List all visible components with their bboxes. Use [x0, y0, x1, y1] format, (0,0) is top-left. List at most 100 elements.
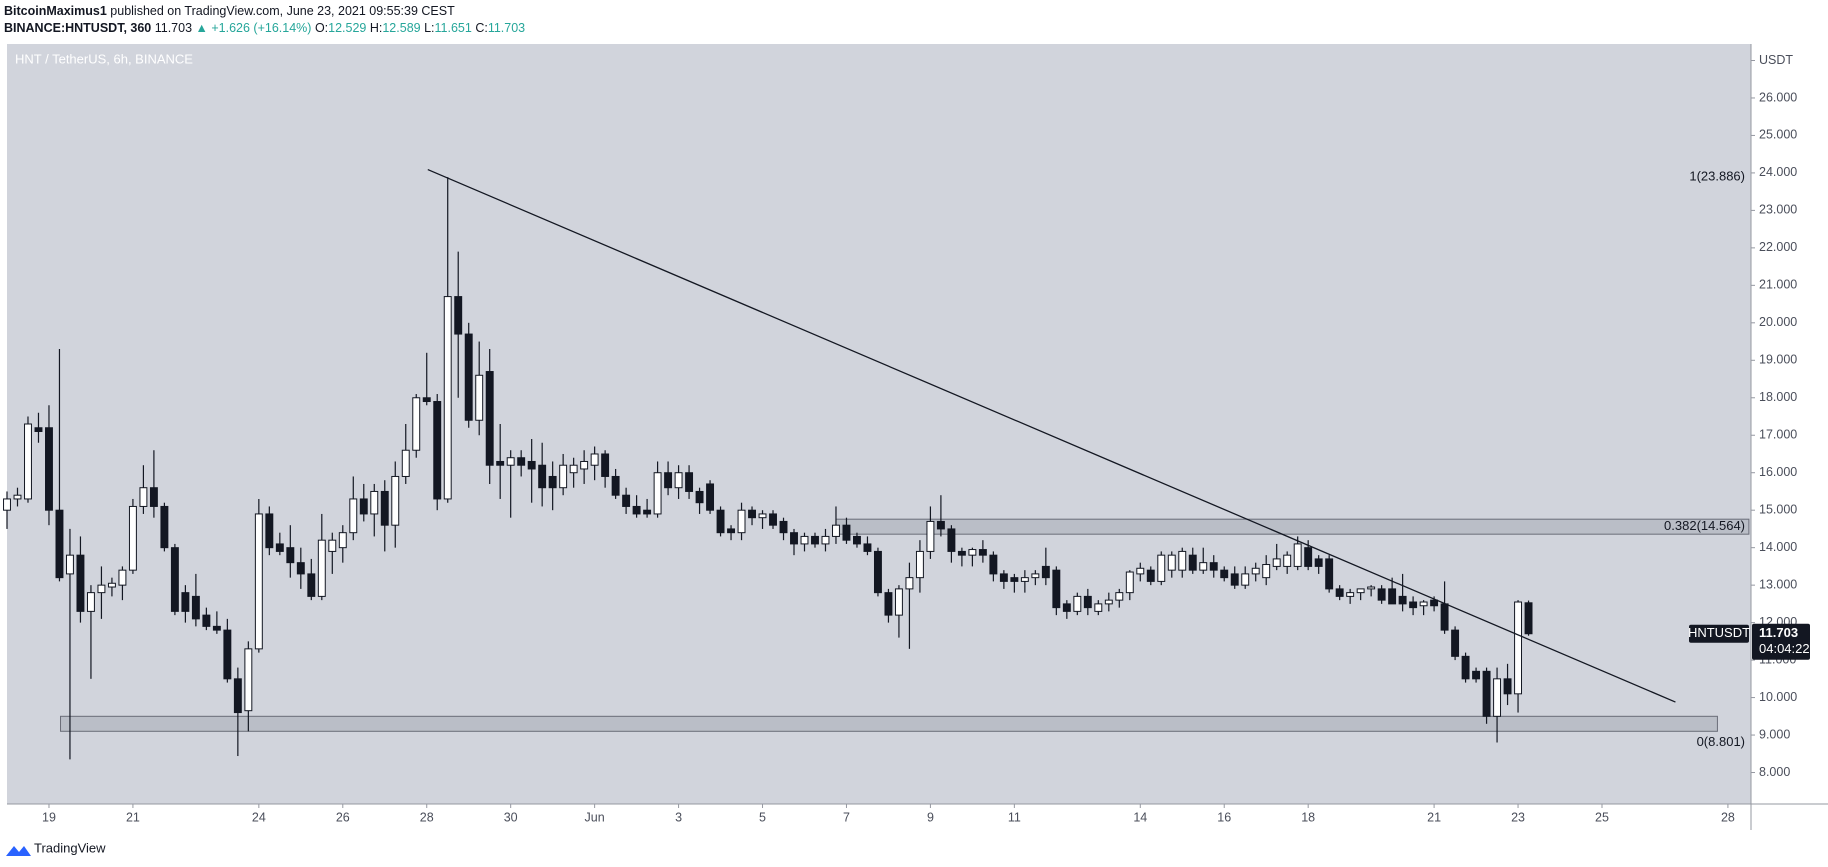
- candle-body: [779, 520, 788, 534]
- candle-body: [989, 554, 998, 575]
- h-value: 12.589: [382, 21, 420, 35]
- header-line-2: BINANCE:HNTUSDT, 360 11.703 ▲ +1.626 (+1…: [4, 21, 525, 35]
- candle-body: [475, 374, 484, 421]
- candle-body: [1178, 550, 1187, 571]
- candle-body: [894, 588, 903, 616]
- candle-body: [296, 562, 305, 575]
- candle-body: [1293, 543, 1302, 567]
- candle-body: [1094, 603, 1103, 612]
- candle-body: [1104, 599, 1113, 605]
- candle-body: [149, 487, 158, 507]
- candle-body: [999, 573, 1008, 582]
- candle-body: [559, 464, 568, 489]
- candle-body: [1419, 601, 1428, 607]
- candle-body: [1451, 629, 1460, 657]
- candle-body: [380, 490, 389, 526]
- candle-body: [454, 296, 463, 335]
- x-tick-label: 5: [759, 810, 766, 824]
- candle-body: [118, 569, 127, 586]
- c-value: 11.703: [488, 21, 525, 35]
- candle-body: [191, 595, 200, 620]
- candle-body: [1503, 678, 1512, 695]
- candle-body: [873, 550, 882, 594]
- candle-body: [601, 453, 610, 477]
- candle-body: [769, 513, 777, 526]
- candle-body: [443, 296, 452, 500]
- candle-body: [412, 397, 421, 451]
- candle-body: [1440, 603, 1449, 631]
- l-value: 11.651: [435, 21, 472, 35]
- y-tick-label: 24.000: [1759, 165, 1797, 179]
- candle-body: [811, 535, 819, 545]
- candle-body: [1146, 569, 1155, 582]
- candle-body: [1482, 670, 1491, 717]
- y-tick-label: 15.000: [1759, 502, 1797, 516]
- y-tick-label: 9.000: [1759, 727, 1790, 741]
- x-tick-label: 25: [1595, 810, 1609, 824]
- y-tick-label: 21.000: [1759, 278, 1797, 292]
- x-tick-label: 3: [675, 810, 682, 824]
- candle-body: [1167, 554, 1176, 571]
- candle-body: [706, 483, 715, 511]
- logo-icon[interactable]: [6, 846, 31, 856]
- y-tick-label: 18.000: [1759, 390, 1797, 404]
- candle-body: [1514, 601, 1523, 695]
- candle-body: [1020, 577, 1029, 582]
- candle-body: [139, 487, 148, 507]
- trendline: [427, 168, 1676, 703]
- candle-body: [223, 629, 232, 680]
- brand[interactable]: TradingView: [34, 840, 106, 855]
- y-tick-label: 10.000: [1759, 690, 1797, 704]
- x-tick-label: 7: [843, 810, 850, 824]
- y-tick-label: 13.000: [1759, 577, 1797, 591]
- candle-body: [611, 475, 620, 496]
- price-tag: [1752, 623, 1810, 660]
- candle-body: [212, 625, 221, 631]
- candle-body: [349, 498, 358, 534]
- candle-body: [905, 577, 914, 590]
- x-tick-label: 24: [252, 810, 266, 824]
- candle-body: [968, 549, 977, 556]
- candle-body: [842, 524, 851, 541]
- x-tick-label: 21: [126, 810, 140, 824]
- candle-body: [1367, 586, 1376, 590]
- candle-body: [55, 509, 64, 579]
- published: published on TradingView.com, June 23, 2…: [110, 4, 455, 18]
- candle-body: [13, 494, 22, 500]
- candle-body: [957, 550, 966, 556]
- y-tick-label: 23.000: [1759, 203, 1797, 217]
- candle-body: [265, 513, 274, 549]
- candle-body: [790, 532, 798, 545]
- candle-body: [1136, 567, 1145, 575]
- zone: [60, 715, 1718, 732]
- y-tick-label: 17.000: [1759, 428, 1797, 442]
- candle-body: [1230, 573, 1239, 586]
- candle-body: [1220, 569, 1229, 579]
- candle-body: [433, 401, 442, 500]
- candle-body: [317, 539, 326, 597]
- candle-body: [674, 472, 683, 489]
- x-tick-label: 18: [1301, 810, 1315, 824]
- candle-body: [1188, 554, 1197, 571]
- candle-body: [3, 498, 11, 511]
- y-tick-label: 8.000: [1759, 765, 1790, 779]
- candle-body: [664, 472, 673, 489]
- fib-label: 1(23.886): [1689, 169, 1745, 184]
- zone: [835, 518, 1750, 535]
- candle-body: [391, 475, 400, 526]
- candle-body: [1251, 567, 1260, 575]
- candle-body: [832, 524, 840, 537]
- chart-title: HNT / TetherUS, 6h, BINANCE: [15, 51, 193, 66]
- candle-body: [685, 472, 694, 492]
- candle-body: [1304, 547, 1313, 567]
- candle-body: [328, 539, 337, 552]
- candle-body: [485, 371, 494, 466]
- candle-body: [853, 535, 861, 545]
- candle-body: [1377, 588, 1386, 601]
- candle-body: [1262, 564, 1271, 579]
- candle-body: [34, 427, 43, 432]
- tradingview-logo[interactable]: TradingView: [6, 840, 106, 856]
- x-tick-label: 28: [1721, 810, 1735, 824]
- candle-body: [716, 509, 725, 534]
